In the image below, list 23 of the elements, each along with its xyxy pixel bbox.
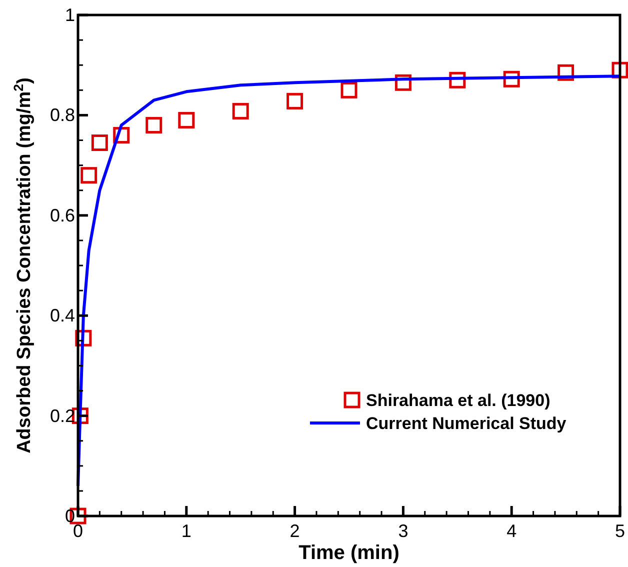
x-tick-label: 1 [181, 521, 192, 541]
x-tick-label: 2 [290, 521, 300, 541]
y-tick-label: 0.8 [50, 105, 75, 126]
point [340, 82, 358, 98]
point [91, 134, 108, 152]
point [232, 102, 249, 120]
point [178, 112, 195, 128]
legend-label: Shirahama et al. (1990) [366, 391, 550, 410]
y-tick-label: 0.4 [50, 306, 75, 326]
point [80, 167, 98, 184]
point [286, 92, 304, 110]
legend-label: Current Numerical Study [366, 414, 567, 433]
x-axis-title: Time (min) [298, 542, 400, 564]
point [558, 64, 574, 81]
y-tick-label: 0.6 [50, 205, 75, 226]
point [394, 74, 412, 91]
point [503, 70, 520, 88]
x-tick-label: 4 [506, 521, 517, 541]
x-tick-label: 5 [614, 521, 626, 541]
x-tick-label: 3 [398, 521, 408, 541]
point [146, 116, 162, 134]
point [449, 72, 466, 88]
y-tick-label: 1 [64, 5, 75, 25]
